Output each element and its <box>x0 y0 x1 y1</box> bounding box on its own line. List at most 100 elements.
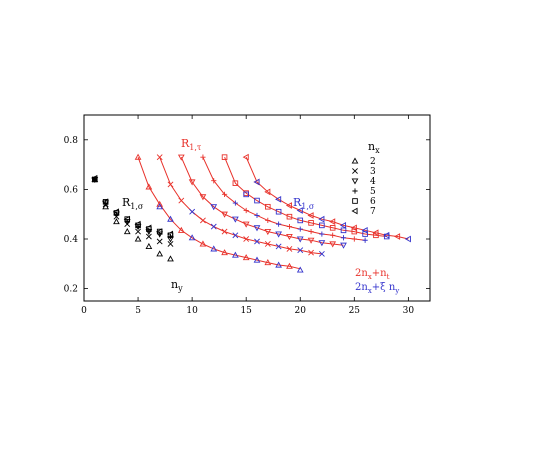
sigma-point-nx-3 <box>318 250 325 257</box>
tau-point-nx-7 <box>242 153 249 161</box>
legend-title: nx <box>368 140 380 155</box>
tau-point-nx-2 <box>286 262 293 269</box>
tau-point-nx-4 <box>286 233 293 241</box>
legend-marker-nx-2 <box>351 157 359 164</box>
sigma-point-nx-7 <box>404 235 411 243</box>
sigma-point-nx-2 <box>156 203 164 210</box>
sigma-point-nx-3 <box>254 238 260 245</box>
tau-point-nx-4 <box>264 229 272 236</box>
legend-label: 7 <box>370 207 376 217</box>
sigma-point-nx-7 <box>361 226 368 234</box>
sigma-point-nx-6 <box>243 191 249 198</box>
x-tick-label: 30 <box>403 306 415 316</box>
tau-point-nx-3 <box>200 217 206 224</box>
tau-point-nx-2 <box>199 240 207 247</box>
legend-label: 6 <box>370 197 376 207</box>
fit-curve-nx-3 <box>159 157 322 255</box>
tau-point-nx-2 <box>221 249 228 256</box>
sigma-point-nx-7 <box>275 195 282 203</box>
sigma-point-nx-5 <box>362 237 368 243</box>
tau-point-nx-5 <box>330 232 336 238</box>
tau-point-nx-4 <box>199 194 207 201</box>
sigma-point-nx-6 <box>340 227 347 234</box>
tau-point-nx-6 <box>308 220 314 226</box>
black-point-nx-7 <box>145 224 152 232</box>
sigma-point-nx-6 <box>275 208 282 215</box>
sigma-point-nx-3 <box>189 208 196 215</box>
tau-point-nx-3 <box>221 228 228 235</box>
x-tick-label: 5 <box>135 306 141 316</box>
sigma-point-nx-2 <box>275 261 282 268</box>
sigma-point-nx-3 <box>297 247 304 254</box>
tau-point-nx-5 <box>200 154 206 160</box>
fit-curves <box>137 156 409 270</box>
black-point-nx-2 <box>113 218 120 225</box>
sigma-point-nx-2 <box>253 256 261 263</box>
tau-point-nx-7 <box>372 229 379 237</box>
sigma-point-nx-6 <box>254 197 260 204</box>
black-point-nx-2 <box>145 242 153 249</box>
legend-marker-nx-6 <box>352 198 358 204</box>
tau-point-nx-7 <box>285 202 292 209</box>
tau-point-nx-5 <box>308 228 314 235</box>
tau-point-nx-5 <box>286 224 293 230</box>
tau-point-nx-3 <box>167 181 174 188</box>
sigma-point-nx-6 <box>297 217 304 224</box>
black-point-nx-3 <box>135 228 141 235</box>
legend-marker-nx-4 <box>351 178 359 185</box>
tau-point-nx-4 <box>221 211 228 218</box>
x-tick-label: 15 <box>240 306 252 316</box>
tau-point-nx-2 <box>145 183 153 190</box>
tau-point-nx-6 <box>286 213 293 220</box>
data-points <box>134 153 411 273</box>
tau-point-nx-6 <box>232 180 239 186</box>
tau-point-nx-5 <box>211 178 217 184</box>
tau-point-nx-3 <box>178 197 185 204</box>
label-r1sigma-black: R1,σ <box>122 196 144 211</box>
tau-point-nx-2 <box>177 226 185 233</box>
label-r1tau: R1,τ <box>181 137 202 152</box>
black-data-points <box>91 174 174 262</box>
sigma-point-nx-4 <box>296 236 304 243</box>
label-r1sigma-blue: R1,σ <box>293 196 315 211</box>
tau-point-nx-3 <box>286 246 293 252</box>
tau-point-nx-3 <box>264 241 271 247</box>
tau-point-nx-6 <box>329 225 336 231</box>
black-point-nx-7 <box>166 230 174 238</box>
sigma-point-nx-7 <box>339 221 347 229</box>
tau-point-nx-4 <box>242 221 250 228</box>
sigma-point-nx-5 <box>297 226 303 232</box>
tau-point-nx-3 <box>308 249 314 256</box>
sigma-point-nx-5 <box>319 231 325 237</box>
tau-point-nx-5 <box>221 191 228 197</box>
legend-label: 3 <box>370 167 376 177</box>
fit-curve-nx-7 <box>245 157 409 240</box>
tau-point-nx-6 <box>221 154 228 160</box>
legend-label: 2 <box>370 157 376 167</box>
sigma-point-nx-3 <box>275 243 282 250</box>
tau-point-nx-7 <box>350 224 357 232</box>
sigma-point-nx-4 <box>318 240 326 247</box>
black-point-nx-2 <box>123 228 131 235</box>
fit-curve-nx-4 <box>180 157 344 246</box>
sigma-point-nx-2 <box>167 215 174 222</box>
x-tick-label: 25 <box>349 306 361 316</box>
fit-curve-nx-2 <box>137 157 301 270</box>
legend-label: 4 <box>370 177 376 187</box>
tau-point-nx-7 <box>394 233 401 240</box>
tau-point-nx-3 <box>156 154 163 161</box>
sigma-point-nx-3 <box>210 223 217 230</box>
plot-frame <box>83 114 431 302</box>
tau-point-nx-4 <box>177 154 185 161</box>
tau-point-nx-7 <box>307 212 314 219</box>
sigma-point-nx-4 <box>275 231 282 238</box>
black-point-nx-2 <box>134 235 142 242</box>
sigma-point-nx-2 <box>232 251 239 258</box>
sigma-point-nx-5 <box>232 200 238 206</box>
tau-point-nx-7 <box>264 188 271 196</box>
tau-point-nx-7 <box>329 218 336 226</box>
fit-curve-nx-5 <box>202 156 366 241</box>
black-point-nx-3 <box>167 241 174 247</box>
black-point-nx-7 <box>112 208 119 216</box>
